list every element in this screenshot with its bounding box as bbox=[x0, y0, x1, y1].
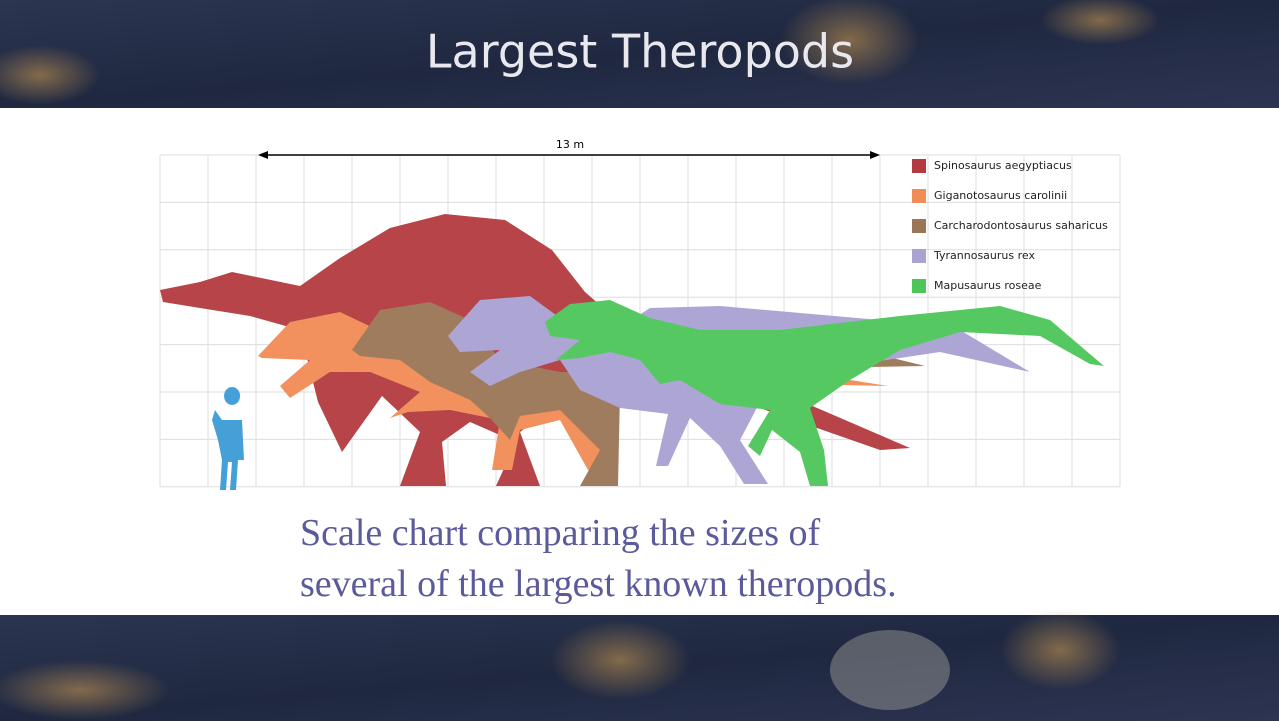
slide: Largest Theropods 13 m Spinosaurus aegyp… bbox=[0, 0, 1279, 721]
legend-swatch bbox=[912, 219, 926, 233]
caption-line: several of the largest known theropods. bbox=[300, 563, 897, 605]
legend-swatch bbox=[912, 159, 926, 173]
caption-line: Scale chart comparing the sizes of bbox=[300, 512, 821, 554]
slide-title: Largest Theropods bbox=[426, 25, 854, 79]
legend-label: Mapusaurus roseae bbox=[934, 279, 1042, 292]
legend-label: Carcharodontosaurus saharicus bbox=[934, 219, 1108, 232]
legend-label: Giganotosaurus carolinii bbox=[934, 189, 1067, 202]
legend-label: Tyrannosaurus rex bbox=[933, 249, 1035, 262]
legend-swatch bbox=[912, 249, 926, 263]
legend-label: Spinosaurus aegyptiacus bbox=[934, 159, 1072, 172]
scale-label: 13 m bbox=[556, 138, 584, 151]
legend-swatch bbox=[912, 279, 926, 293]
legend-swatch bbox=[912, 189, 926, 203]
legend: Spinosaurus aegyptiacus Giganotosaurus ca… bbox=[912, 159, 1108, 293]
